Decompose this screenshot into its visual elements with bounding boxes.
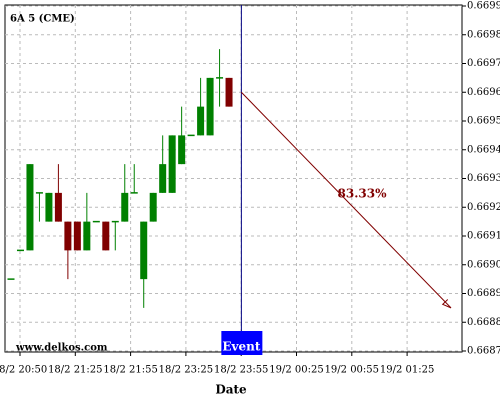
candle-body [225, 77, 233, 107]
y-tick-label: 0.6688 [467, 317, 500, 328]
y-tick-label: 0.6689 [467, 288, 500, 299]
candle-body [64, 221, 72, 251]
x-tick-label: 18/2 23:55 [214, 365, 268, 376]
candle-body [7, 278, 15, 280]
watermark: www.delkos.com [15, 343, 108, 354]
y-tick-label: 0.6694 [467, 144, 500, 155]
candle-body [54, 192, 62, 222]
x-tick-label: 18/2 23:25 [159, 365, 213, 376]
x-axis-label: Date [215, 383, 247, 397]
x-tick-label: 19/2 01:25 [380, 365, 434, 376]
y-tick-label: 0.6687 [467, 346, 500, 357]
y-tick-label: 0.6697 [467, 58, 500, 69]
candle-body [206, 77, 214, 136]
projection-arrow [241, 91, 452, 309]
candle-body [102, 221, 110, 251]
candle-body [111, 220, 119, 223]
candle-body [35, 192, 43, 194]
candle-body [83, 221, 91, 251]
candle-body [26, 164, 34, 251]
candle-body [130, 192, 138, 194]
y-tick-label: 0.6691 [467, 231, 500, 242]
y-tick-label: 0.6693 [467, 173, 500, 184]
projection-label: 83.33% [338, 187, 388, 201]
y-tick-label: 0.6695 [467, 116, 500, 127]
candle-body [121, 192, 129, 222]
candle-body [159, 164, 167, 193]
chart-title: 6A 5 (CME) [10, 14, 75, 25]
candle-body [197, 106, 205, 136]
event-label: Event [222, 340, 260, 354]
candle-body [45, 192, 53, 222]
y-tick-label: 0.6690 [467, 259, 500, 270]
y-tick-label: 0.6692 [467, 202, 500, 213]
candle-body [168, 135, 176, 193]
x-tick-label: 18/2 21:25 [48, 365, 102, 376]
x-tick-label: 19/2 00:55 [325, 365, 379, 376]
y-tick-label: 0.6698 [467, 29, 500, 40]
arrow-head [441, 299, 452, 309]
event-box [221, 331, 263, 355]
x-tick-label: 18/2 20:50 [0, 365, 47, 376]
candle-body [73, 221, 81, 251]
candle-body [216, 77, 224, 79]
candle-body [187, 134, 195, 137]
y-tick-label: 0.6696 [467, 87, 500, 98]
candle-body [178, 135, 186, 165]
candle-body [92, 220, 100, 223]
x-tick-label: 19/2 00:25 [269, 365, 323, 376]
x-tick-label: 18/2 21:55 [103, 365, 157, 376]
y-tick-label: 0.6699 [467, 1, 500, 12]
candle-body [140, 221, 148, 280]
candle-body [16, 249, 24, 252]
candle-body [149, 192, 157, 222]
